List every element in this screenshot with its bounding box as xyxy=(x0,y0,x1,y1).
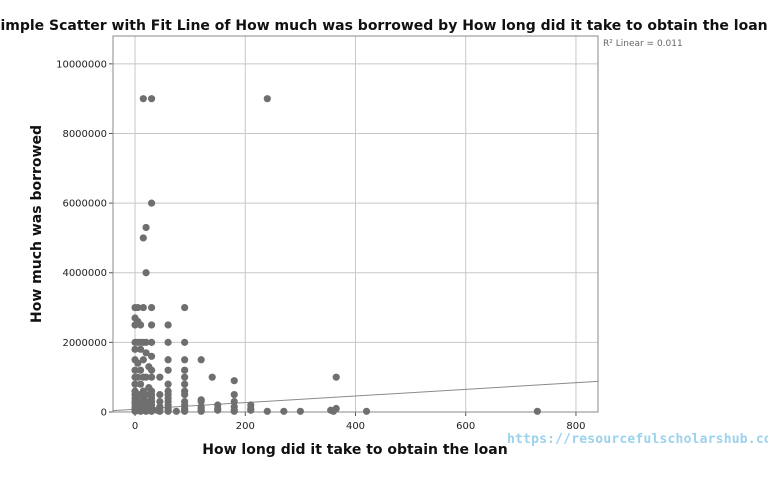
data-point xyxy=(181,407,189,415)
data-point xyxy=(181,390,189,399)
data-point xyxy=(139,95,147,103)
data-point xyxy=(181,366,189,374)
data-point xyxy=(332,373,340,381)
data-point xyxy=(296,407,304,415)
data-point xyxy=(172,407,180,415)
data-point xyxy=(156,407,164,415)
data-point xyxy=(134,373,142,381)
data-point xyxy=(142,269,150,277)
chart-title: Simple Scatter with Fit Line of How much… xyxy=(0,18,768,34)
data-point xyxy=(147,373,156,381)
data-point xyxy=(147,338,156,346)
data-point xyxy=(139,234,147,242)
data-point xyxy=(214,406,222,414)
data-point xyxy=(131,345,139,353)
data-point xyxy=(164,338,172,346)
y-axis-title: How much was borrowed xyxy=(29,125,45,323)
data-point xyxy=(147,352,156,360)
data-point xyxy=(156,397,164,406)
data-point xyxy=(197,356,205,364)
data-point xyxy=(136,321,145,329)
data-point xyxy=(533,407,541,415)
data-point xyxy=(263,95,271,103)
data-point xyxy=(197,407,205,415)
y-tick-label: 8000000 xyxy=(62,129,107,140)
x-tick-label: 200 xyxy=(236,421,255,432)
data-points xyxy=(131,95,541,415)
data-point xyxy=(280,407,288,415)
data-point xyxy=(131,366,139,374)
data-point xyxy=(139,356,147,364)
data-point xyxy=(230,390,238,399)
x-tick-label: 0 xyxy=(132,421,138,432)
r-squared-label: R² Linear = 0.011 xyxy=(603,39,683,49)
data-point xyxy=(247,406,255,414)
axes xyxy=(109,35,599,416)
data-point xyxy=(197,397,205,406)
tick-labels: 0 200 400 600 800 0 2000000 4000000 6000000 80000… xyxy=(56,59,585,432)
data-point xyxy=(142,223,150,232)
data-point xyxy=(136,366,145,374)
data-point xyxy=(142,373,150,381)
data-point xyxy=(156,390,164,399)
fit-line xyxy=(112,380,599,412)
data-point xyxy=(136,380,145,388)
data-point xyxy=(230,377,238,385)
y-tick-label: 2000000 xyxy=(62,338,107,349)
data-point xyxy=(136,345,145,353)
data-point xyxy=(147,321,156,329)
data-point xyxy=(230,407,238,415)
data-point xyxy=(208,373,216,381)
data-point xyxy=(131,407,139,415)
data-point xyxy=(164,321,172,329)
data-point xyxy=(142,349,150,357)
x-tick-label: 600 xyxy=(456,421,475,432)
data-point xyxy=(147,303,156,312)
x-tick-label: 800 xyxy=(566,421,585,432)
y-tick-label: 6000000 xyxy=(62,199,107,210)
data-point xyxy=(164,407,172,415)
fit-line-group xyxy=(112,380,599,412)
y-tick-label: 0 xyxy=(101,408,107,419)
data-point xyxy=(329,407,338,415)
data-point xyxy=(164,356,172,364)
data-point xyxy=(164,366,172,374)
y-tick-label: 4000000 xyxy=(62,268,107,279)
data-point xyxy=(156,373,164,381)
data-point xyxy=(131,321,139,329)
data-point xyxy=(181,303,189,312)
data-point xyxy=(136,407,145,415)
data-point xyxy=(230,397,238,406)
data-point xyxy=(263,407,271,415)
data-point xyxy=(134,303,142,312)
data-point xyxy=(362,407,371,415)
data-point xyxy=(181,356,189,364)
data-point xyxy=(134,359,142,367)
data-point xyxy=(139,303,147,312)
data-point xyxy=(181,373,189,381)
data-point xyxy=(147,199,156,207)
data-point xyxy=(181,380,189,388)
data-point xyxy=(181,338,189,346)
plot-border xyxy=(112,35,599,413)
data-point xyxy=(164,380,172,388)
data-point xyxy=(142,338,150,346)
watermark-url: https://resourcefulscholarshub.com xyxy=(507,432,768,447)
data-point xyxy=(131,380,139,388)
data-point xyxy=(147,407,156,415)
x-axis-title: How long did it take to obtain the loan xyxy=(202,442,507,458)
y-tick-label: 10000000 xyxy=(56,59,107,70)
x-tick-label: 400 xyxy=(346,421,365,432)
data-point xyxy=(142,407,150,415)
data-point xyxy=(147,366,156,374)
grid-lines xyxy=(113,36,598,413)
data-point xyxy=(147,95,156,103)
